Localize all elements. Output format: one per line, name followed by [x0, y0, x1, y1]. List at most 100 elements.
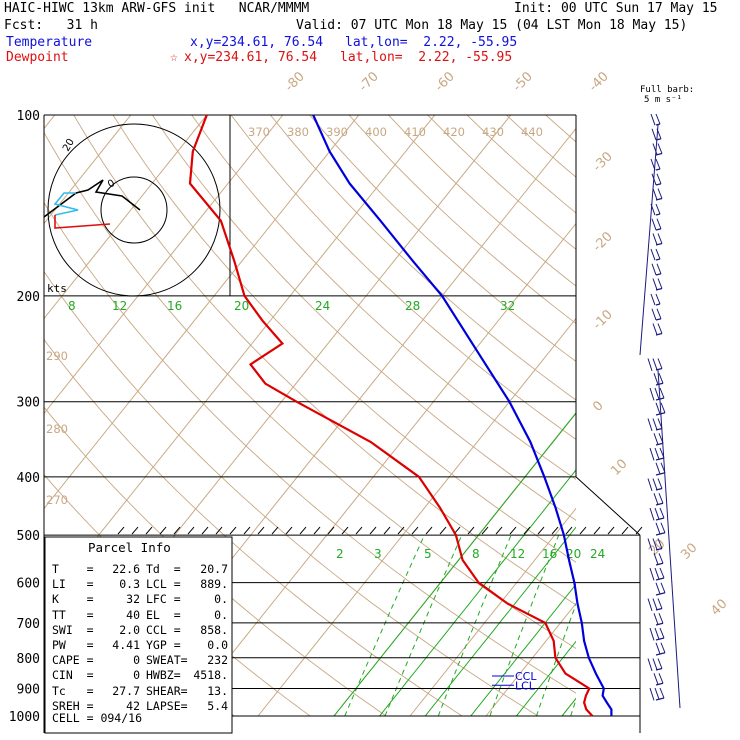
parcel-key: YGP =: [146, 638, 181, 652]
dry-adiabat: [44, 270, 539, 717]
isotherm-line: [257, 317, 576, 717]
parcel-value: 2.0: [119, 622, 140, 637]
wind-barb-flag: [655, 642, 661, 655]
parcel-key: LFC =: [146, 592, 181, 607]
parcel-key: PW =: [52, 638, 94, 652]
dry-adiabat: [44, 338, 463, 717]
wind-barb-flag: [659, 567, 665, 579]
wind-barb-flag: [651, 128, 657, 141]
parcel-key: TT =: [52, 607, 94, 622]
freezing-hatch: [355, 526, 363, 535]
theta-label: 290: [46, 349, 68, 363]
hodo-trace-low: [54, 215, 111, 229]
mixing-ratio-label: 28: [405, 299, 420, 313]
wind-barb-flag: [650, 248, 656, 261]
wind-barb-flag: [654, 387, 660, 400]
wind-barb-flag: [653, 553, 659, 565]
temperature-legend: Temperature: [6, 35, 93, 50]
wind-barb-flag: [655, 113, 661, 125]
dry-adiabat: [309, 115, 576, 363]
dry-adiabat: [624, 115, 740, 716]
wind-barb-flag: [658, 493, 664, 504]
wind-barb-flag: [652, 478, 658, 490]
parcel-key: EL =: [146, 607, 181, 622]
wind-barb: [655, 532, 666, 536]
wind-barbs: [639, 113, 681, 709]
freezing-hatch: [523, 526, 531, 535]
moist-adiabat: [561, 697, 576, 717]
parcel-key: Td =: [146, 562, 181, 576]
isotherm-line: [638, 115, 740, 716]
wind-barb: [655, 427, 663, 431]
wind-barb-flag: [659, 507, 665, 519]
moist-adiabat: [653, 296, 740, 716]
pressure-label: 100: [17, 109, 40, 124]
isotherm-line: [44, 115, 132, 225]
mixing-ratio-label: 12: [112, 299, 127, 313]
parcel-value: 5.4: [207, 698, 228, 713]
temperature-xy: x,y=234.61, 76.54: [190, 35, 324, 50]
hodo-trace-upper: [43, 179, 141, 218]
mixing-ratio-label: 20: [234, 299, 249, 313]
dewpoint-line: [188, 114, 594, 717]
dry-adiabat: [73, 115, 576, 606]
parcel-value: 889.: [200, 577, 228, 592]
moist-adiabat: [608, 296, 740, 716]
mixing-ratio-line: [344, 534, 425, 717]
parcel-info-box: [44, 536, 233, 734]
parcel-value: 4518.: [193, 668, 228, 683]
wind-barb-flag: [655, 462, 661, 475]
wind-barb-flag: [655, 203, 661, 215]
wind-barb: [655, 577, 665, 581]
wind-barb-flag: [652, 188, 658, 200]
wind-barb-flag: [653, 493, 659, 505]
dry-adiabat: [388, 115, 576, 287]
wind-barb-flag: [652, 358, 658, 370]
wind-barb: [655, 168, 661, 171]
isotherm-line: [44, 115, 208, 320]
wind-barb-flag: [658, 673, 664, 684]
wind-barb: [655, 487, 663, 491]
freezing-hatch: [397, 526, 405, 535]
model-title: HAIC-HIWC 13km ARW-GFS init NCAR/MMMM: [4, 1, 310, 16]
parcel-key: Tc =: [52, 683, 94, 698]
wind-barb-flag: [659, 387, 665, 399]
mixing-ratio-line: [384, 534, 463, 717]
full-barb-label: Full barb:: [640, 85, 695, 95]
wind-barb-flag: [647, 478, 653, 492]
dewpoint-legend: Dewpoint: [6, 50, 69, 65]
freezing-hatch: [495, 526, 503, 535]
moist-adiabat: [470, 583, 576, 717]
pressure-label: 700: [17, 617, 40, 632]
parcel-key: LCL =: [146, 577, 181, 592]
wind-barb-flag: [652, 233, 658, 245]
parcel-box: [44, 536, 233, 734]
hodo-trace-mid: [53, 192, 79, 216]
freezing-hatch: [257, 526, 265, 535]
wind-barb-flag: [652, 323, 658, 335]
isotherm-line: [409, 507, 576, 717]
parcel-info-title: Parcel Info: [88, 540, 171, 555]
wind-barb-flag: [649, 447, 655, 461]
wind-barb: [655, 472, 666, 476]
freezing-hatch: [411, 526, 419, 535]
parcel-value: 27.7: [112, 683, 140, 698]
dewpoint-latlon: lat,lon= 2.22, -55.95: [340, 50, 513, 65]
freezing-hatch: [201, 526, 209, 535]
freezing-hatch: [327, 526, 335, 535]
dry-adiabat: [152, 115, 576, 521]
temperature-line: [312, 114, 613, 716]
wind-barb: [655, 228, 662, 231]
hodo-ring-label: 20: [61, 137, 77, 154]
wind-barb: [655, 622, 664, 626]
parcel-key: SHEAR=: [146, 683, 188, 698]
mixing-ratio-label: 8: [472, 547, 480, 561]
pressure-label: 200: [17, 290, 40, 305]
wind-barb-flag: [657, 278, 663, 289]
parcel-value: 0.3: [119, 577, 140, 592]
parcel-key: K =: [52, 592, 94, 607]
freezing-hatch: [593, 526, 601, 535]
dry-adiabat: [466, 115, 576, 214]
pressure-label: 800: [17, 652, 40, 667]
wind-barb-flag: [657, 323, 663, 334]
